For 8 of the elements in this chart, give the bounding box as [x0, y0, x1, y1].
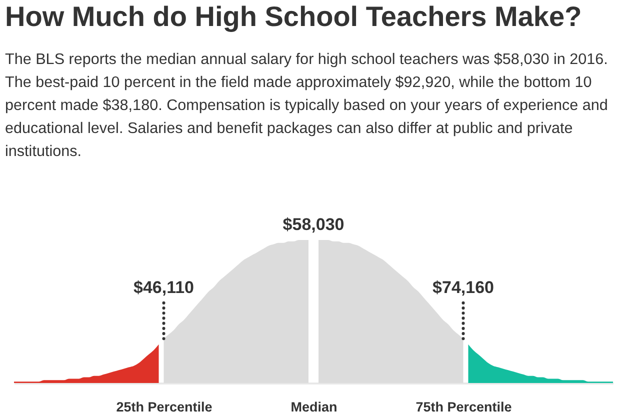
- chart-subtitle: The BLS reports the median annual salary for high school teachers was $58,030 in 2016. The best-paid 10 percent in the field made approximately $92,920, while the bottom 10 percent made $38,180. Compensation is typically based on your years of experience and educational level. Salaries and benefit packages can also differ at public and private institutions.: [5, 50, 609, 162]
- annotation: $58,030: [282, 215, 344, 234]
- annotation: $46,110: [133, 278, 194, 297]
- chart-title: How Much do High School Teachers Make?: [5, 1, 582, 33]
- x-tick-label: 25th Percentile: [116, 400, 213, 414]
- annotation: $74,160: [432, 278, 494, 297]
- x-tick-label: Median: [290, 400, 338, 414]
- x-tick-label: 75th Percentile: [416, 400, 512, 414]
